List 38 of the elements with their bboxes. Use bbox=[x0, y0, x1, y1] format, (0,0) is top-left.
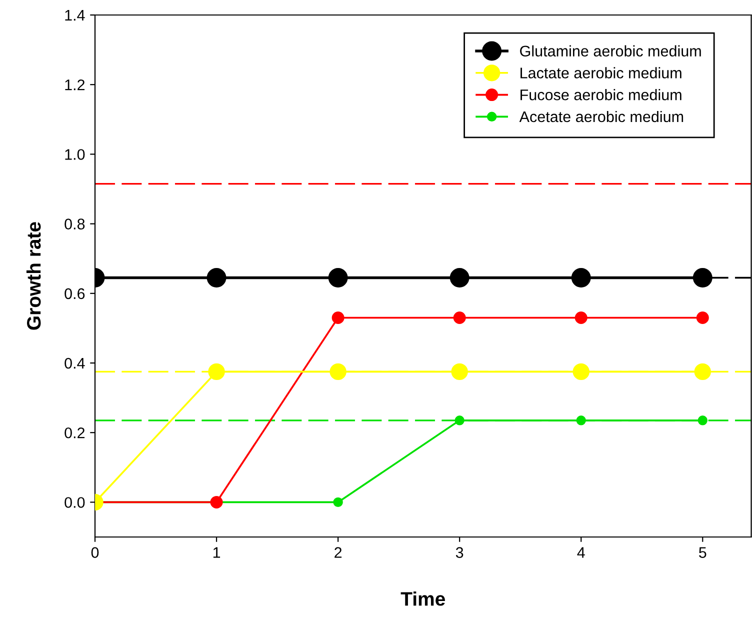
point bbox=[450, 268, 470, 288]
point bbox=[576, 416, 586, 426]
point bbox=[328, 268, 348, 288]
x-tick-label: 5 bbox=[699, 547, 706, 558]
point bbox=[692, 268, 712, 288]
point bbox=[208, 363, 225, 380]
x-tick-label: 4 bbox=[577, 547, 585, 558]
x-tick-label: 3 bbox=[456, 547, 464, 558]
y-tick-label: 0.4 bbox=[64, 358, 85, 369]
legend-label: Acetate aerobic medium bbox=[519, 110, 684, 122]
point bbox=[696, 312, 709, 324]
y-tick-label: 1.4 bbox=[65, 10, 85, 21]
point bbox=[694, 363, 711, 380]
point bbox=[206, 268, 226, 288]
point bbox=[698, 416, 708, 426]
point bbox=[333, 497, 343, 508]
point bbox=[453, 312, 466, 324]
point bbox=[332, 312, 344, 324]
y-tick-label: 0.6 bbox=[64, 288, 85, 300]
y-tick-label: 0.8 bbox=[64, 218, 85, 230]
point bbox=[571, 268, 591, 288]
legend-label: Fucose aerobic medium bbox=[520, 89, 682, 100]
y-tick-label: 1.2 bbox=[65, 79, 85, 90]
point bbox=[572, 363, 590, 380]
y-tick-label: 0.0 bbox=[64, 497, 85, 508]
x-tick-label: 0 bbox=[91, 547, 99, 558]
point bbox=[454, 416, 464, 426]
point bbox=[330, 363, 346, 380]
x-tick-label: 1 bbox=[213, 547, 220, 558]
x-axis-title: Time bbox=[400, 592, 445, 606]
x-tick-label: 2 bbox=[334, 547, 342, 558]
legend-label: Lactate aerobic medium bbox=[520, 67, 682, 78]
y-tick-label: 0.2 bbox=[64, 427, 85, 438]
y-axis-title: Growth rate bbox=[26, 222, 41, 330]
y-tick-label: 1.0 bbox=[65, 149, 85, 160]
legend-label: Glutamine aerobic medium bbox=[520, 45, 701, 57]
point bbox=[574, 312, 588, 324]
point bbox=[451, 363, 468, 380]
